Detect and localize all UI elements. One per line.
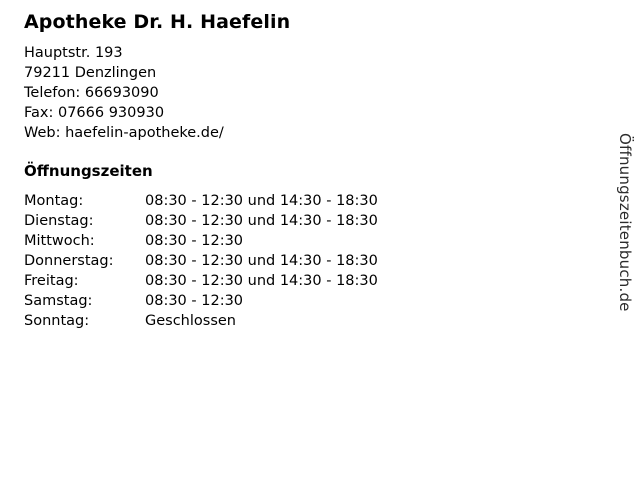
day-label: Sonntag: (24, 313, 90, 329)
table-row: Freitag: 08:30 - 12:30 und 14:30 - 18:30 (24, 271, 378, 291)
business-info-block: Apotheke Dr. H. Haefelin Hauptstr. 193 7… (24, 10, 584, 331)
day-label: Mittwoch: (24, 233, 95, 249)
day-label: Dienstag: (24, 213, 94, 229)
day-label: Donnerstag: (24, 253, 114, 269)
phone-line: Telefon: 66693090 (24, 85, 159, 101)
website-line: Web: haefelin-apotheke.de/ (24, 125, 224, 141)
day-label: Samstag: (24, 293, 93, 309)
day-hours: 08:30 - 12:30 und 14:30 - 18:30 (145, 213, 378, 229)
day-label: Montag: (24, 193, 84, 209)
table-row: Montag: 08:30 - 12:30 und 14:30 - 18:30 (24, 191, 378, 211)
day-hours: Geschlossen (145, 313, 236, 329)
table-row: Donnerstag: 08:30 - 12:30 und 14:30 - 18… (24, 251, 378, 271)
address-city: 79211 Denzlingen (24, 65, 157, 81)
page-title: Apotheke Dr. H. Haefelin (24, 11, 291, 33)
address-block: Hauptstr. 193 79211 Denzlingen Telefon: … (24, 43, 584, 143)
table-row: Dienstag: 08:30 - 12:30 und 14:30 - 18:3… (24, 211, 378, 231)
table-row: Mittwoch: 08:30 - 12:30 (24, 231, 378, 251)
opening-hours-table: Montag: 08:30 - 12:30 und 14:30 - 18:30 … (24, 191, 378, 331)
fax-line: Fax: 07666 930930 (24, 105, 165, 121)
address-street: Hauptstr. 193 (24, 45, 123, 61)
opening-hours-table-body: Montag: 08:30 - 12:30 und 14:30 - 18:30 … (24, 191, 378, 331)
day-hours: 08:30 - 12:30 und 14:30 - 18:30 (145, 193, 378, 209)
day-label: Freitag: (24, 273, 79, 289)
table-row: Samstag: 08:30 - 12:30 (24, 291, 378, 311)
site-watermark: Öffnungszeitenbuch.de (615, 133, 635, 333)
day-hours: 08:30 - 12:30 und 14:30 - 18:30 (145, 273, 378, 289)
day-hours: 08:30 - 12:30 und 14:30 - 18:30 (145, 253, 378, 269)
day-hours: 08:30 - 12:30 (145, 293, 244, 309)
opening-hours-heading: Öffnungszeiten (24, 162, 153, 180)
table-row: Sonntag: Geschlossen (24, 311, 378, 331)
site-watermark-label: Öffnungszeitenbuch.de (616, 133, 634, 312)
day-hours: 08:30 - 12:30 (145, 233, 244, 249)
